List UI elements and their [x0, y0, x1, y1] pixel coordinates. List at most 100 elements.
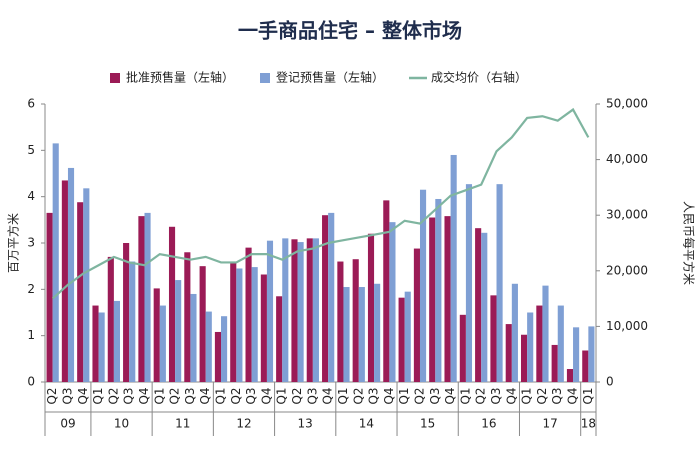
- legend-swatch: [110, 73, 120, 83]
- y2-tick-label: 40,000: [606, 152, 648, 166]
- x-tick-label: Q4: [76, 387, 90, 404]
- bar: [367, 233, 375, 382]
- bar: [46, 212, 53, 382]
- x-tick-label: Q2: [535, 387, 549, 404]
- x-tick-label: Q4: [443, 387, 457, 404]
- bar: [374, 283, 381, 382]
- x-tick-label: Q1: [275, 387, 289, 404]
- bar: [419, 189, 427, 382]
- y-tick-label: 1: [27, 328, 35, 342]
- bar: [159, 305, 166, 382]
- group-label: 17: [542, 417, 557, 431]
- y-tick-label: 2: [27, 282, 35, 296]
- legend-swatch: [260, 73, 270, 83]
- bar: [245, 247, 252, 382]
- bar: [138, 216, 145, 382]
- x-tick-label: Q2: [351, 387, 365, 404]
- bar: [221, 316, 228, 382]
- bar: [98, 312, 105, 382]
- x-tick-label: Q4: [504, 387, 518, 404]
- bar: [230, 262, 237, 382]
- bar: [358, 287, 365, 382]
- group-label: 11: [175, 417, 190, 431]
- y2-tick-label: 30,000: [606, 208, 648, 222]
- group-label: 10: [114, 417, 129, 431]
- bar: [52, 143, 59, 382]
- bar: [153, 288, 160, 382]
- x-tick-label: Q3: [428, 387, 442, 404]
- bar: [337, 261, 344, 382]
- legend-label: 批准预售量（左轴）: [126, 70, 234, 85]
- y-tick-label: 4: [27, 189, 35, 203]
- bar: [92, 305, 99, 382]
- bar: [83, 188, 90, 382]
- bar: [199, 266, 206, 382]
- bar: [205, 311, 212, 382]
- bar: [175, 280, 182, 382]
- bar: [312, 238, 319, 382]
- bar: [328, 212, 335, 382]
- x-tick-label: Q4: [137, 387, 151, 404]
- x-tick-label: Q4: [566, 387, 580, 404]
- bar: [557, 305, 564, 382]
- x-tick-label: Q3: [550, 387, 564, 404]
- x-tick-label: Q1: [336, 387, 350, 404]
- x-tick-label: Q1: [458, 387, 472, 404]
- group-label: 15: [420, 417, 435, 431]
- x-tick-label: Q2: [45, 387, 59, 404]
- bar: [123, 243, 130, 382]
- x-tick-label: Q2: [229, 387, 243, 404]
- bar: [429, 217, 436, 382]
- x-tick-label: Q3: [183, 387, 197, 404]
- bar: [260, 274, 267, 382]
- y2-tick-label: 10,000: [606, 319, 648, 333]
- legend-label: 登记预售量（左轴）: [276, 70, 384, 85]
- bar: [588, 326, 595, 382]
- bar: [251, 267, 258, 382]
- y-axis-title: 百万平方米: [6, 213, 21, 273]
- y2-axis-title: 人民币每平方米: [682, 201, 697, 285]
- x-tick-label: Q3: [60, 387, 74, 404]
- bar: [481, 232, 488, 382]
- bar: [184, 252, 191, 382]
- x-tick-label: Q3: [367, 387, 381, 404]
- x-tick-label: Q2: [474, 387, 488, 404]
- x-tick-label: Q4: [259, 387, 273, 404]
- group-label: 13: [298, 417, 313, 431]
- x-tick-label: Q3: [122, 387, 136, 404]
- bar: [435, 198, 442, 382]
- y-tick-label: 0: [27, 375, 35, 389]
- chart-title: 一手商品住宅 – 整体市场: [238, 19, 462, 43]
- x-tick-label: Q3: [244, 387, 258, 404]
- group-label: 18: [581, 417, 596, 431]
- bar: [297, 242, 304, 382]
- y-tick-label: 3: [27, 236, 35, 250]
- bar: [573, 327, 580, 382]
- bar: [505, 324, 512, 382]
- bar: [450, 154, 457, 382]
- bar: [291, 239, 298, 382]
- x-tick-label: Q1: [91, 387, 105, 404]
- bar: [389, 222, 396, 382]
- x-tick-label: Q1: [152, 387, 166, 404]
- bar: [496, 184, 503, 382]
- bar: [107, 256, 114, 382]
- bar: [490, 295, 497, 382]
- bar: [542, 285, 549, 382]
- bar: [236, 268, 243, 382]
- bar: [398, 297, 405, 382]
- y-tick-label: 5: [27, 143, 35, 157]
- legend-label: 成交均价（右轴）: [431, 70, 527, 85]
- group-label: 09: [60, 417, 75, 431]
- x-tick-label: Q2: [168, 387, 182, 404]
- bar: [343, 287, 350, 382]
- bar: [404, 291, 411, 382]
- bar: [61, 180, 68, 382]
- x-tick-label: Q4: [382, 387, 396, 404]
- x-tick-label: Q1: [520, 387, 534, 404]
- y2-tick-label: 20,000: [606, 263, 648, 277]
- bar: [144, 212, 151, 382]
- bar: [282, 238, 289, 382]
- group-label: 12: [236, 417, 251, 431]
